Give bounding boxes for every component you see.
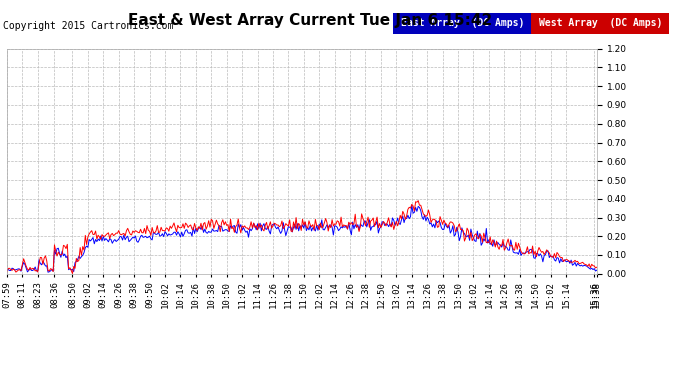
Text: East Array  (DC Amps): East Array (DC Amps) (401, 18, 524, 28)
Text: Copyright 2015 Cartronics.com: Copyright 2015 Cartronics.com (3, 21, 174, 31)
Text: West Array  (DC Amps): West Array (DC Amps) (539, 18, 662, 28)
Text: East & West Array Current Tue Jan 6 15:42: East & West Array Current Tue Jan 6 15:4… (128, 13, 493, 28)
